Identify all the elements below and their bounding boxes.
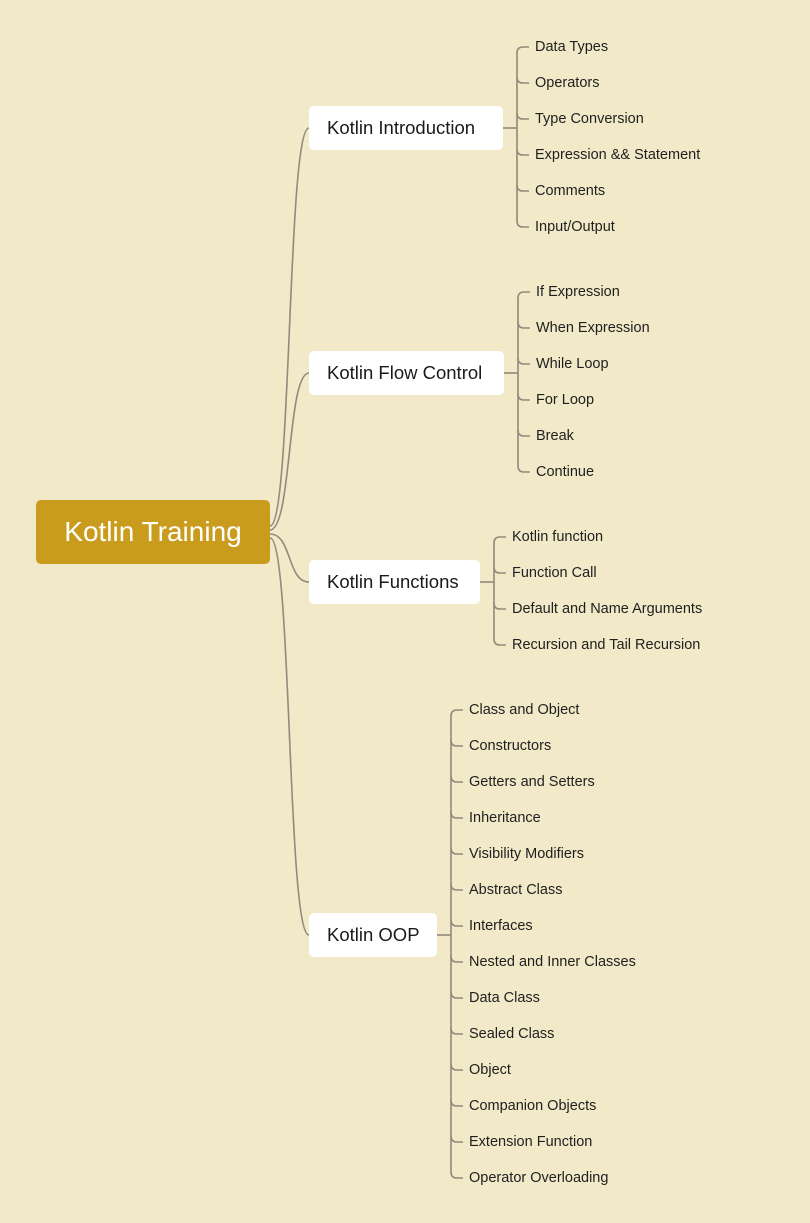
root-connector (269, 127, 310, 527)
leaf-node[interactable]: While Loop (536, 356, 609, 372)
leaf-node[interactable]: Operators (535, 75, 600, 91)
root-connector (269, 372, 310, 531)
leaf-node[interactable]: Continue (536, 464, 595, 480)
leaf-node[interactable]: Expression && Statement (535, 147, 701, 163)
leaf-connector (516, 148, 529, 156)
branch-node[interactable]: Kotlin Introduction (309, 106, 503, 150)
branch-node[interactable]: Kotlin OOP (309, 913, 437, 957)
leaf-node[interactable]: Input/Output (535, 219, 615, 235)
leaf-connector (450, 955, 463, 963)
leaf-node[interactable]: Operator Overloading (469, 1170, 609, 1186)
leaf-node[interactable]: Class and Object (469, 702, 580, 718)
leaf-connector (450, 847, 463, 855)
leaf-node[interactable]: Data Class (469, 990, 540, 1006)
leaf-connector (493, 602, 506, 610)
leaf-node[interactable]: Comments (535, 183, 606, 199)
leaf-connector (450, 883, 463, 891)
leaf-node[interactable]: Nested and Inner Classes (469, 954, 636, 970)
leaf-connector (493, 566, 506, 574)
leaf-node[interactable]: Constructors (469, 738, 552, 754)
leaf-connector (517, 357, 530, 365)
leaf-node[interactable]: Kotlin function (512, 529, 604, 545)
leaf-connector (450, 1063, 463, 1071)
leaf-node[interactable]: Inheritance (469, 810, 541, 826)
leaf-node[interactable]: For Loop (536, 392, 595, 408)
leaf-node[interactable]: Recursion and Tail Recursion (512, 637, 701, 653)
leaf-node[interactable]: Sealed Class (469, 1026, 555, 1042)
leaf-node[interactable]: Data Types (535, 39, 609, 55)
leaf-connector (450, 1099, 463, 1107)
branch-node[interactable]: Kotlin Functions (309, 560, 480, 604)
leaf-node[interactable]: Interfaces (469, 918, 533, 934)
leaf-node[interactable]: Type Conversion (535, 111, 644, 127)
leaf-connector (450, 775, 463, 783)
leaf-connector (516, 76, 529, 84)
root-connector (269, 533, 310, 583)
leaf-node[interactable]: When Expression (536, 320, 650, 336)
leaf-connector (517, 393, 530, 401)
branch-node[interactable]: Kotlin Flow Control (309, 351, 504, 395)
leaf-node[interactable]: Extension Function (469, 1134, 593, 1150)
leaf-connector (516, 112, 529, 120)
leaf-node[interactable]: Companion Objects (469, 1098, 597, 1114)
leaf-bracket (450, 709, 463, 1179)
leaf-node[interactable]: If Expression (536, 284, 620, 300)
leaf-connector (450, 1027, 463, 1035)
leaf-bracket (517, 291, 530, 473)
root-node[interactable]: Kotlin Training (36, 500, 270, 564)
leaf-connector (450, 919, 463, 927)
leaf-connector (450, 1135, 463, 1143)
leaf-node[interactable]: Getters and Setters (469, 774, 595, 790)
leaf-node[interactable]: Break (536, 428, 574, 444)
leaf-bracket (493, 536, 506, 646)
leaf-connector (516, 184, 529, 192)
leaf-connector (450, 991, 463, 999)
leaf-node[interactable]: Function Call (512, 565, 597, 581)
leaf-bracket (516, 46, 529, 228)
leaf-node[interactable]: Object (469, 1062, 511, 1078)
leaf-connector (450, 739, 463, 747)
leaf-connector (450, 811, 463, 819)
leaf-node[interactable]: Visibility Modifiers (469, 846, 584, 862)
root-connector (269, 537, 310, 936)
leaf-node[interactable]: Default and Name Arguments (512, 601, 703, 617)
leaf-connector (517, 321, 530, 329)
leaf-connector (517, 429, 530, 437)
leaf-node[interactable]: Abstract Class (469, 882, 563, 898)
